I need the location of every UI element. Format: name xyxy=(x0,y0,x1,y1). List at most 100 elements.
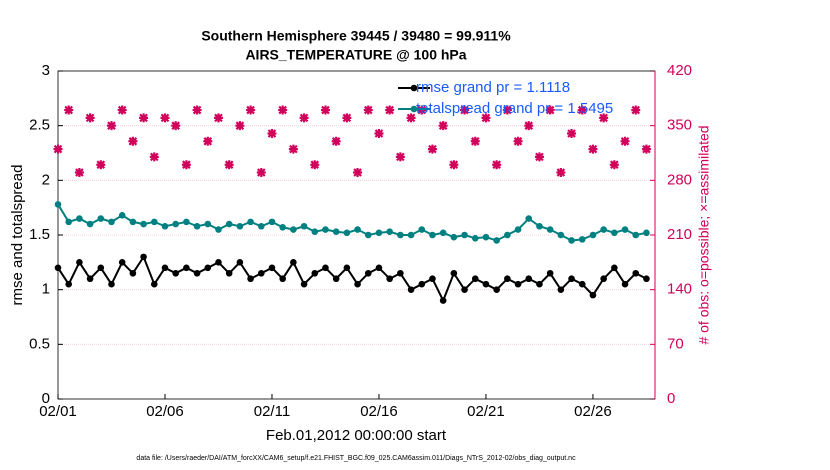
marker xyxy=(482,233,490,241)
obs-marker xyxy=(460,105,470,115)
y2-tick-label: 280 xyxy=(667,171,692,188)
marker xyxy=(172,269,179,277)
marker xyxy=(504,275,511,283)
marker xyxy=(108,280,115,288)
marker xyxy=(86,275,94,283)
marker xyxy=(589,291,597,299)
marker xyxy=(54,264,62,272)
marker xyxy=(65,280,72,288)
marker xyxy=(332,228,340,236)
marker xyxy=(536,280,543,288)
marker xyxy=(161,222,169,230)
marker xyxy=(97,215,105,222)
obs-marker xyxy=(534,152,544,162)
marker xyxy=(397,269,404,277)
marker xyxy=(183,218,190,226)
x-tick-label: 02/01 xyxy=(39,403,77,420)
marker xyxy=(279,224,286,231)
marker xyxy=(118,259,126,266)
marker xyxy=(611,264,618,272)
marker xyxy=(643,275,650,283)
marker xyxy=(193,269,201,277)
obs-marker xyxy=(524,121,534,131)
obs-marker xyxy=(353,168,363,178)
obs-marker xyxy=(310,160,320,170)
obs-marker xyxy=(609,160,619,170)
marker xyxy=(429,275,436,283)
obs-marker xyxy=(64,105,74,115)
marker xyxy=(407,286,415,293)
marker xyxy=(76,215,83,222)
y-tick-label: 3 xyxy=(42,62,50,79)
marker xyxy=(140,220,147,228)
marker xyxy=(546,269,554,277)
legend-label: totalspread grand pr = 1.5495 xyxy=(416,100,613,117)
legend-label: rmse grand pr = 1.1118 xyxy=(416,79,570,96)
marker xyxy=(621,226,629,233)
series xyxy=(54,253,650,304)
obs-marker xyxy=(213,113,223,123)
y2-tick-label: 350 xyxy=(667,117,692,134)
marker xyxy=(204,264,212,272)
y2-tick-label: 420 xyxy=(667,62,692,79)
series xyxy=(53,105,651,178)
marker xyxy=(536,222,543,230)
obs-marker xyxy=(85,113,95,123)
marker xyxy=(236,222,244,230)
obs-marker xyxy=(449,160,459,170)
marker xyxy=(611,229,618,237)
y-tick-label: 2 xyxy=(42,171,50,188)
marker xyxy=(568,237,575,244)
marker xyxy=(471,234,479,242)
marker xyxy=(332,275,340,283)
obs-marker xyxy=(171,121,181,131)
marker xyxy=(504,231,511,239)
obs-marker xyxy=(406,113,416,123)
marker xyxy=(215,226,222,233)
marker xyxy=(407,231,415,239)
obs-marker xyxy=(96,160,106,170)
marker xyxy=(450,269,458,277)
marker xyxy=(172,220,179,228)
marker xyxy=(204,220,212,228)
obs-marker xyxy=(139,113,149,123)
marker xyxy=(279,275,286,283)
obs-marker xyxy=(502,105,512,115)
obs-marker xyxy=(620,136,630,146)
marker xyxy=(621,280,629,288)
marker xyxy=(461,286,468,293)
obs-marker xyxy=(203,136,213,146)
y2-axis-label: # of obs: o=possible; ×=assimilated xyxy=(696,125,712,344)
obs-marker xyxy=(395,152,405,162)
marker xyxy=(589,231,597,239)
chart-title: Southern Hemisphere 39445 / 39480 = 99.9… xyxy=(201,28,511,44)
marker xyxy=(568,275,575,283)
marker xyxy=(493,237,500,244)
marker xyxy=(54,201,62,208)
obs-marker xyxy=(363,105,373,115)
obs-marker xyxy=(331,136,341,146)
marker xyxy=(354,280,361,288)
obs-marker xyxy=(53,144,63,154)
chart-subtitle: AIRS_TEMPERATURE @ 100 hPa xyxy=(245,47,466,63)
obs-marker xyxy=(117,105,127,115)
marker xyxy=(268,264,276,272)
series xyxy=(54,201,650,244)
marker xyxy=(546,226,554,233)
marker xyxy=(343,229,351,237)
obs-marker xyxy=(513,136,523,146)
obs-marker xyxy=(385,105,395,115)
marker xyxy=(322,226,329,233)
marker xyxy=(578,280,586,288)
marker xyxy=(193,222,201,230)
obs-marker xyxy=(181,160,191,170)
obs-marker xyxy=(235,121,245,131)
marker xyxy=(76,259,83,266)
obs-marker xyxy=(149,152,159,162)
marker xyxy=(290,226,297,233)
obs-marker xyxy=(74,168,84,178)
y-tick-label: 0 xyxy=(42,390,50,407)
obs-marker xyxy=(545,105,555,115)
marker xyxy=(514,226,522,233)
obs-marker xyxy=(641,144,651,154)
